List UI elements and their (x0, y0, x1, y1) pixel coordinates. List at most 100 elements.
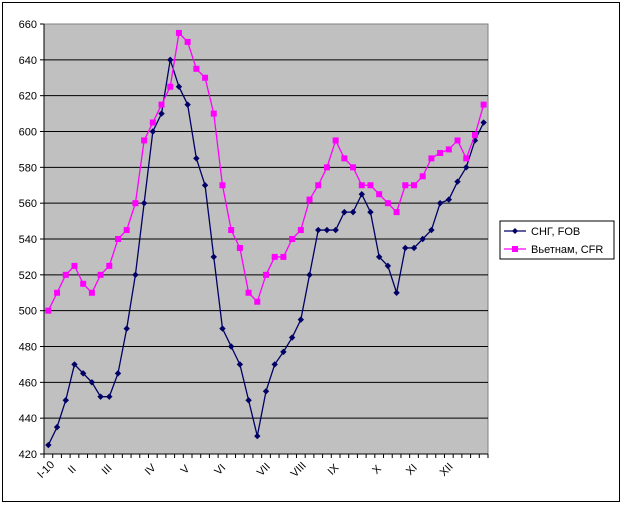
x-tick-label: I-10 (35, 459, 57, 481)
data-point (288, 334, 296, 341)
data-point (280, 253, 287, 260)
y-tick-label: 420 (19, 449, 37, 461)
data-point (245, 397, 252, 404)
series-2 (45, 29, 487, 314)
data-point (367, 182, 374, 189)
data-point (384, 200, 391, 207)
data-point (219, 182, 226, 189)
x-tick-label: X (370, 463, 384, 477)
data-point (62, 397, 69, 404)
data-point (349, 208, 357, 216)
data-point (341, 155, 348, 162)
data-point (54, 289, 61, 296)
data-point (62, 271, 69, 278)
data-point (193, 155, 200, 162)
legend-diamond-marker-icon (512, 228, 518, 234)
data-point (323, 164, 330, 171)
data-point (88, 379, 96, 386)
data-point (219, 325, 226, 332)
data-point (436, 199, 444, 207)
y-tick-label: 500 (19, 306, 37, 318)
data-point (437, 150, 444, 156)
data-point (123, 325, 130, 332)
data-point (175, 29, 182, 36)
data-point (236, 361, 244, 368)
data-point (410, 244, 418, 252)
x-tick-label: VIII (289, 460, 309, 480)
data-point (97, 271, 104, 278)
legend-box (499, 220, 615, 260)
data-point (297, 227, 304, 234)
legend-item-series-2: Вьетнам, CFR (504, 244, 603, 256)
data-point (88, 289, 95, 296)
data-point (115, 236, 121, 242)
data-point (245, 289, 252, 296)
y-tick-label: 480 (19, 342, 37, 354)
y-tick-label: 580 (19, 162, 37, 174)
data-point (445, 196, 453, 203)
data-point (419, 235, 426, 243)
data-point (263, 271, 269, 278)
data-point (471, 132, 478, 139)
y-tick-label: 540 (19, 234, 37, 246)
data-point (332, 226, 339, 234)
data-point (393, 289, 400, 296)
data-point (463, 155, 470, 162)
data-point (480, 101, 487, 108)
x-tick-label: V (179, 463, 193, 477)
data-point (123, 227, 130, 234)
x-tick-label: III (100, 462, 115, 477)
data-point (262, 388, 270, 395)
series-layer (45, 29, 487, 449)
data-point (53, 423, 61, 431)
x-tick-label: II (66, 463, 79, 476)
y-tick-label: 620 (19, 91, 37, 103)
data-point (411, 182, 417, 189)
data-point (367, 208, 374, 216)
legend-label-2: Вьетнам, CFR (531, 244, 603, 256)
data-point (45, 307, 52, 314)
data-point (419, 173, 426, 180)
data-point (167, 83, 174, 90)
data-point (323, 226, 331, 234)
x-tick-label: VI (212, 462, 228, 478)
data-point (375, 253, 383, 261)
data-point (297, 316, 305, 323)
data-point (393, 209, 400, 216)
data-point (132, 200, 139, 207)
y-tick-label: 660 (19, 19, 37, 31)
series-1 (45, 56, 487, 449)
data-point (141, 137, 148, 144)
legend: СНГ, FOB Вьетнам, CFR (499, 220, 615, 260)
data-point (228, 227, 235, 234)
data-point (428, 226, 435, 234)
data-point (358, 182, 365, 189)
data-point (454, 137, 461, 144)
data-point (341, 208, 348, 216)
data-point (445, 146, 452, 153)
data-point (289, 236, 296, 242)
data-point (71, 262, 78, 269)
y-tick-label: 460 (19, 377, 37, 389)
data-point (358, 191, 365, 198)
data-point (454, 178, 461, 185)
data-point (106, 393, 113, 400)
data-point (167, 56, 174, 64)
y-tick-label: 560 (19, 198, 37, 210)
legend-label-1: СНГ, FOB (531, 226, 580, 238)
data-point (80, 280, 87, 287)
data-point (306, 271, 313, 279)
x-tick-label: IX (326, 461, 342, 477)
data-point (271, 253, 278, 260)
data-point (280, 348, 287, 356)
x-tick-label: IV (143, 461, 159, 477)
data-point (106, 262, 113, 269)
x-tick-label: XII (438, 461, 456, 479)
data-point (402, 244, 409, 252)
x-tick-label: VII (255, 461, 273, 479)
data-point (149, 119, 156, 126)
data-point (428, 155, 435, 162)
data-point (254, 432, 261, 440)
y-tick-label: 520 (19, 270, 37, 282)
data-point (236, 244, 243, 251)
